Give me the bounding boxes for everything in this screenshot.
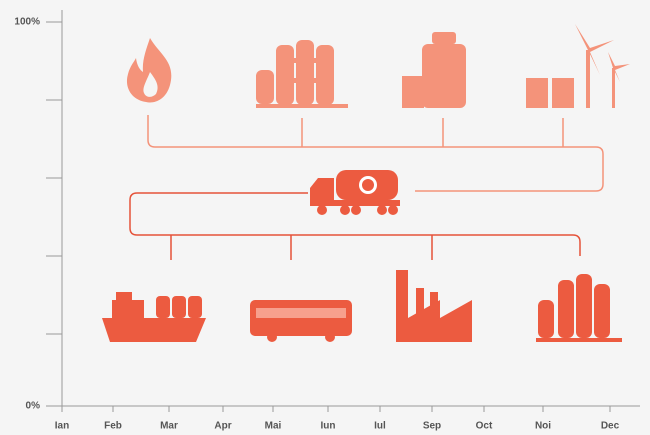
x-label: Apr — [214, 421, 231, 432]
x-label: Dec — [601, 421, 620, 432]
x-label: Ian — [55, 421, 69, 432]
x-labels: Ian Feb Mar Apr Mai Iun Iul Sep Oct Noi Dec — [55, 406, 620, 432]
x-label: Iun — [321, 421, 336, 432]
icon-bus — [250, 300, 352, 342]
icon-canister — [402, 32, 466, 108]
x-label: Iul — [374, 421, 386, 432]
axes — [46, 10, 640, 407]
x-label: Mar — [160, 421, 178, 432]
y-label: 0% — [26, 401, 41, 412]
icon-tanks-top — [256, 40, 348, 108]
icon-factory — [396, 270, 472, 342]
x-label: Oct — [476, 421, 493, 432]
icon-truck — [310, 170, 400, 215]
icon-tanks-bottom — [536, 274, 622, 342]
icon-wind-solar — [526, 24, 630, 108]
icon-ship — [102, 292, 206, 342]
connectors — [129, 115, 604, 260]
y-label: 100% — [14, 17, 40, 28]
x-label: Mai — [265, 421, 282, 432]
x-label: Noi — [535, 421, 551, 432]
x-label: Feb — [104, 421, 122, 432]
x-label: Sep — [423, 421, 441, 432]
icon-flame — [126, 38, 172, 103]
